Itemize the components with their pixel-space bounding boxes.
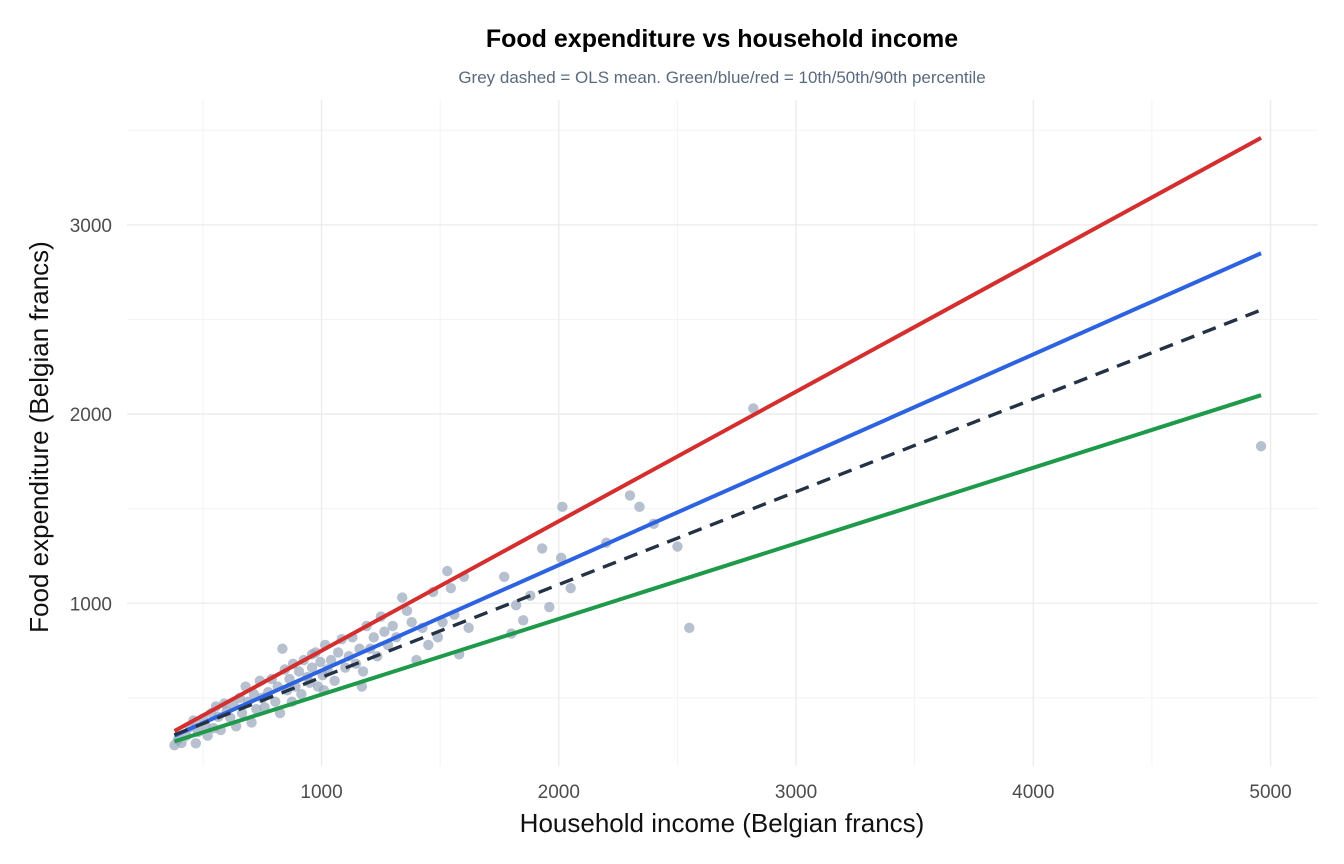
scatter-point (445, 582, 457, 594)
y-tick-label: 3000 (70, 216, 112, 237)
scatter-point (634, 501, 645, 512)
regression-lines (173, 136, 1263, 744)
scatter-point (499, 571, 510, 582)
scatter-point (357, 666, 369, 677)
scatter-point (251, 704, 262, 715)
ols-line (173, 308, 1262, 737)
y-tick-label: 2000 (70, 405, 112, 426)
chart-title: Food expenditure vs household income (486, 25, 958, 53)
scatter-point (1255, 441, 1267, 452)
scatter-point (518, 615, 529, 626)
scatter-point (748, 403, 759, 414)
scatter-point (296, 688, 307, 700)
scatter-point (536, 543, 548, 554)
scatter-point (379, 626, 390, 637)
plot-grid (127, 100, 1318, 766)
scatter-point (387, 620, 398, 632)
scatter-point (510, 599, 522, 611)
scatter-point (270, 696, 281, 707)
y-tick-label: 1000 (70, 594, 112, 615)
x-tick-label: 2000 (538, 782, 580, 803)
x-tick-label: 4000 (1012, 782, 1054, 803)
x-tick-label: 1000 (300, 782, 342, 803)
scatter-point (306, 662, 318, 673)
scatter-point (544, 601, 555, 613)
x-axis-label: Household income (Belgian francs) (520, 808, 925, 838)
scatter-point (293, 666, 305, 677)
x-tick-label: 3000 (775, 782, 817, 803)
scatter-point (406, 617, 417, 628)
scatter-point (672, 541, 683, 552)
q50-line (173, 251, 1262, 738)
y-axis-label: Food expenditure (Belgian francs) (24, 241, 54, 633)
scatter-point (246, 717, 257, 728)
scatter-point (565, 582, 576, 594)
scatter-point (190, 738, 202, 749)
x-tick-label: 5000 (1249, 782, 1291, 803)
scatter-point (340, 662, 351, 673)
scatter-point (368, 632, 379, 643)
scatter-point (401, 605, 413, 617)
scatter-point (315, 656, 326, 668)
scatter-point (329, 675, 340, 687)
y-axis-ticks: 1000 2000 3000 (70, 216, 112, 615)
scatter-point (332, 647, 344, 658)
scatter-point (555, 552, 567, 564)
scatter-point (463, 622, 474, 634)
scatter-point (684, 622, 695, 634)
q10-line (173, 393, 1262, 744)
scatter-point (624, 490, 636, 501)
scatter-point (432, 632, 443, 643)
scatter-point (277, 643, 288, 654)
chart-subtitle: Grey dashed = OLS mean. Green/blue/red =… (458, 68, 985, 87)
scatter-point (397, 592, 408, 603)
x-axis-ticks: 1000 2000 3000 4000 5000 (300, 782, 1291, 803)
scatter-point (423, 639, 434, 651)
q90-line (173, 136, 1263, 733)
scatter-point (557, 501, 568, 512)
scatter-point (442, 565, 453, 577)
scatter-point (248, 688, 260, 700)
scatter-point (325, 654, 337, 666)
